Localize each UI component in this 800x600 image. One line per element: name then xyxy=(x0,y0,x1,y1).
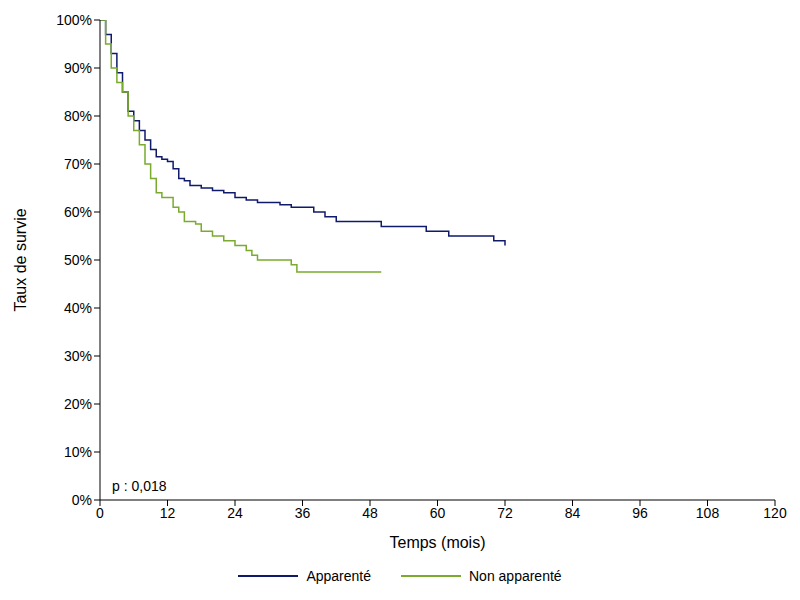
svg-text:Temps (mois): Temps (mois) xyxy=(389,534,485,551)
svg-text:60%: 60% xyxy=(64,204,92,220)
html-text:Apparenté: Apparenté xyxy=(306,568,371,584)
html-text:Non apparenté: Non apparenté xyxy=(469,568,562,584)
svg-text:70%: 70% xyxy=(64,156,92,172)
html-text:p : 0,018: p : 0,018 xyxy=(112,478,167,494)
svg-text:50%: 50% xyxy=(64,252,92,268)
svg-text:80%: 80% xyxy=(64,108,92,124)
svg-text:Taux de survie: Taux de survie xyxy=(12,208,29,311)
svg-text:24: 24 xyxy=(227,505,243,521)
svg-text:12: 12 xyxy=(160,505,176,521)
svg-text:108: 108 xyxy=(696,505,720,521)
svg-text:36: 36 xyxy=(295,505,311,521)
svg-text:72: 72 xyxy=(497,505,513,521)
svg-text:120: 120 xyxy=(763,505,787,521)
svg-text:10%: 10% xyxy=(64,444,92,460)
svg-text:96: 96 xyxy=(632,505,648,521)
svg-text:0: 0 xyxy=(96,505,104,521)
svg-text:100%: 100% xyxy=(56,12,92,28)
svg-text:60: 60 xyxy=(430,505,446,521)
svg-text:48: 48 xyxy=(362,505,378,521)
svg-text:20%: 20% xyxy=(64,396,92,412)
svg-text:30%: 30% xyxy=(64,348,92,364)
svg-text:84: 84 xyxy=(565,505,581,521)
svg-text:90%: 90% xyxy=(64,60,92,76)
svg-text:40%: 40% xyxy=(64,300,92,316)
svg-text:0%: 0% xyxy=(72,492,92,508)
